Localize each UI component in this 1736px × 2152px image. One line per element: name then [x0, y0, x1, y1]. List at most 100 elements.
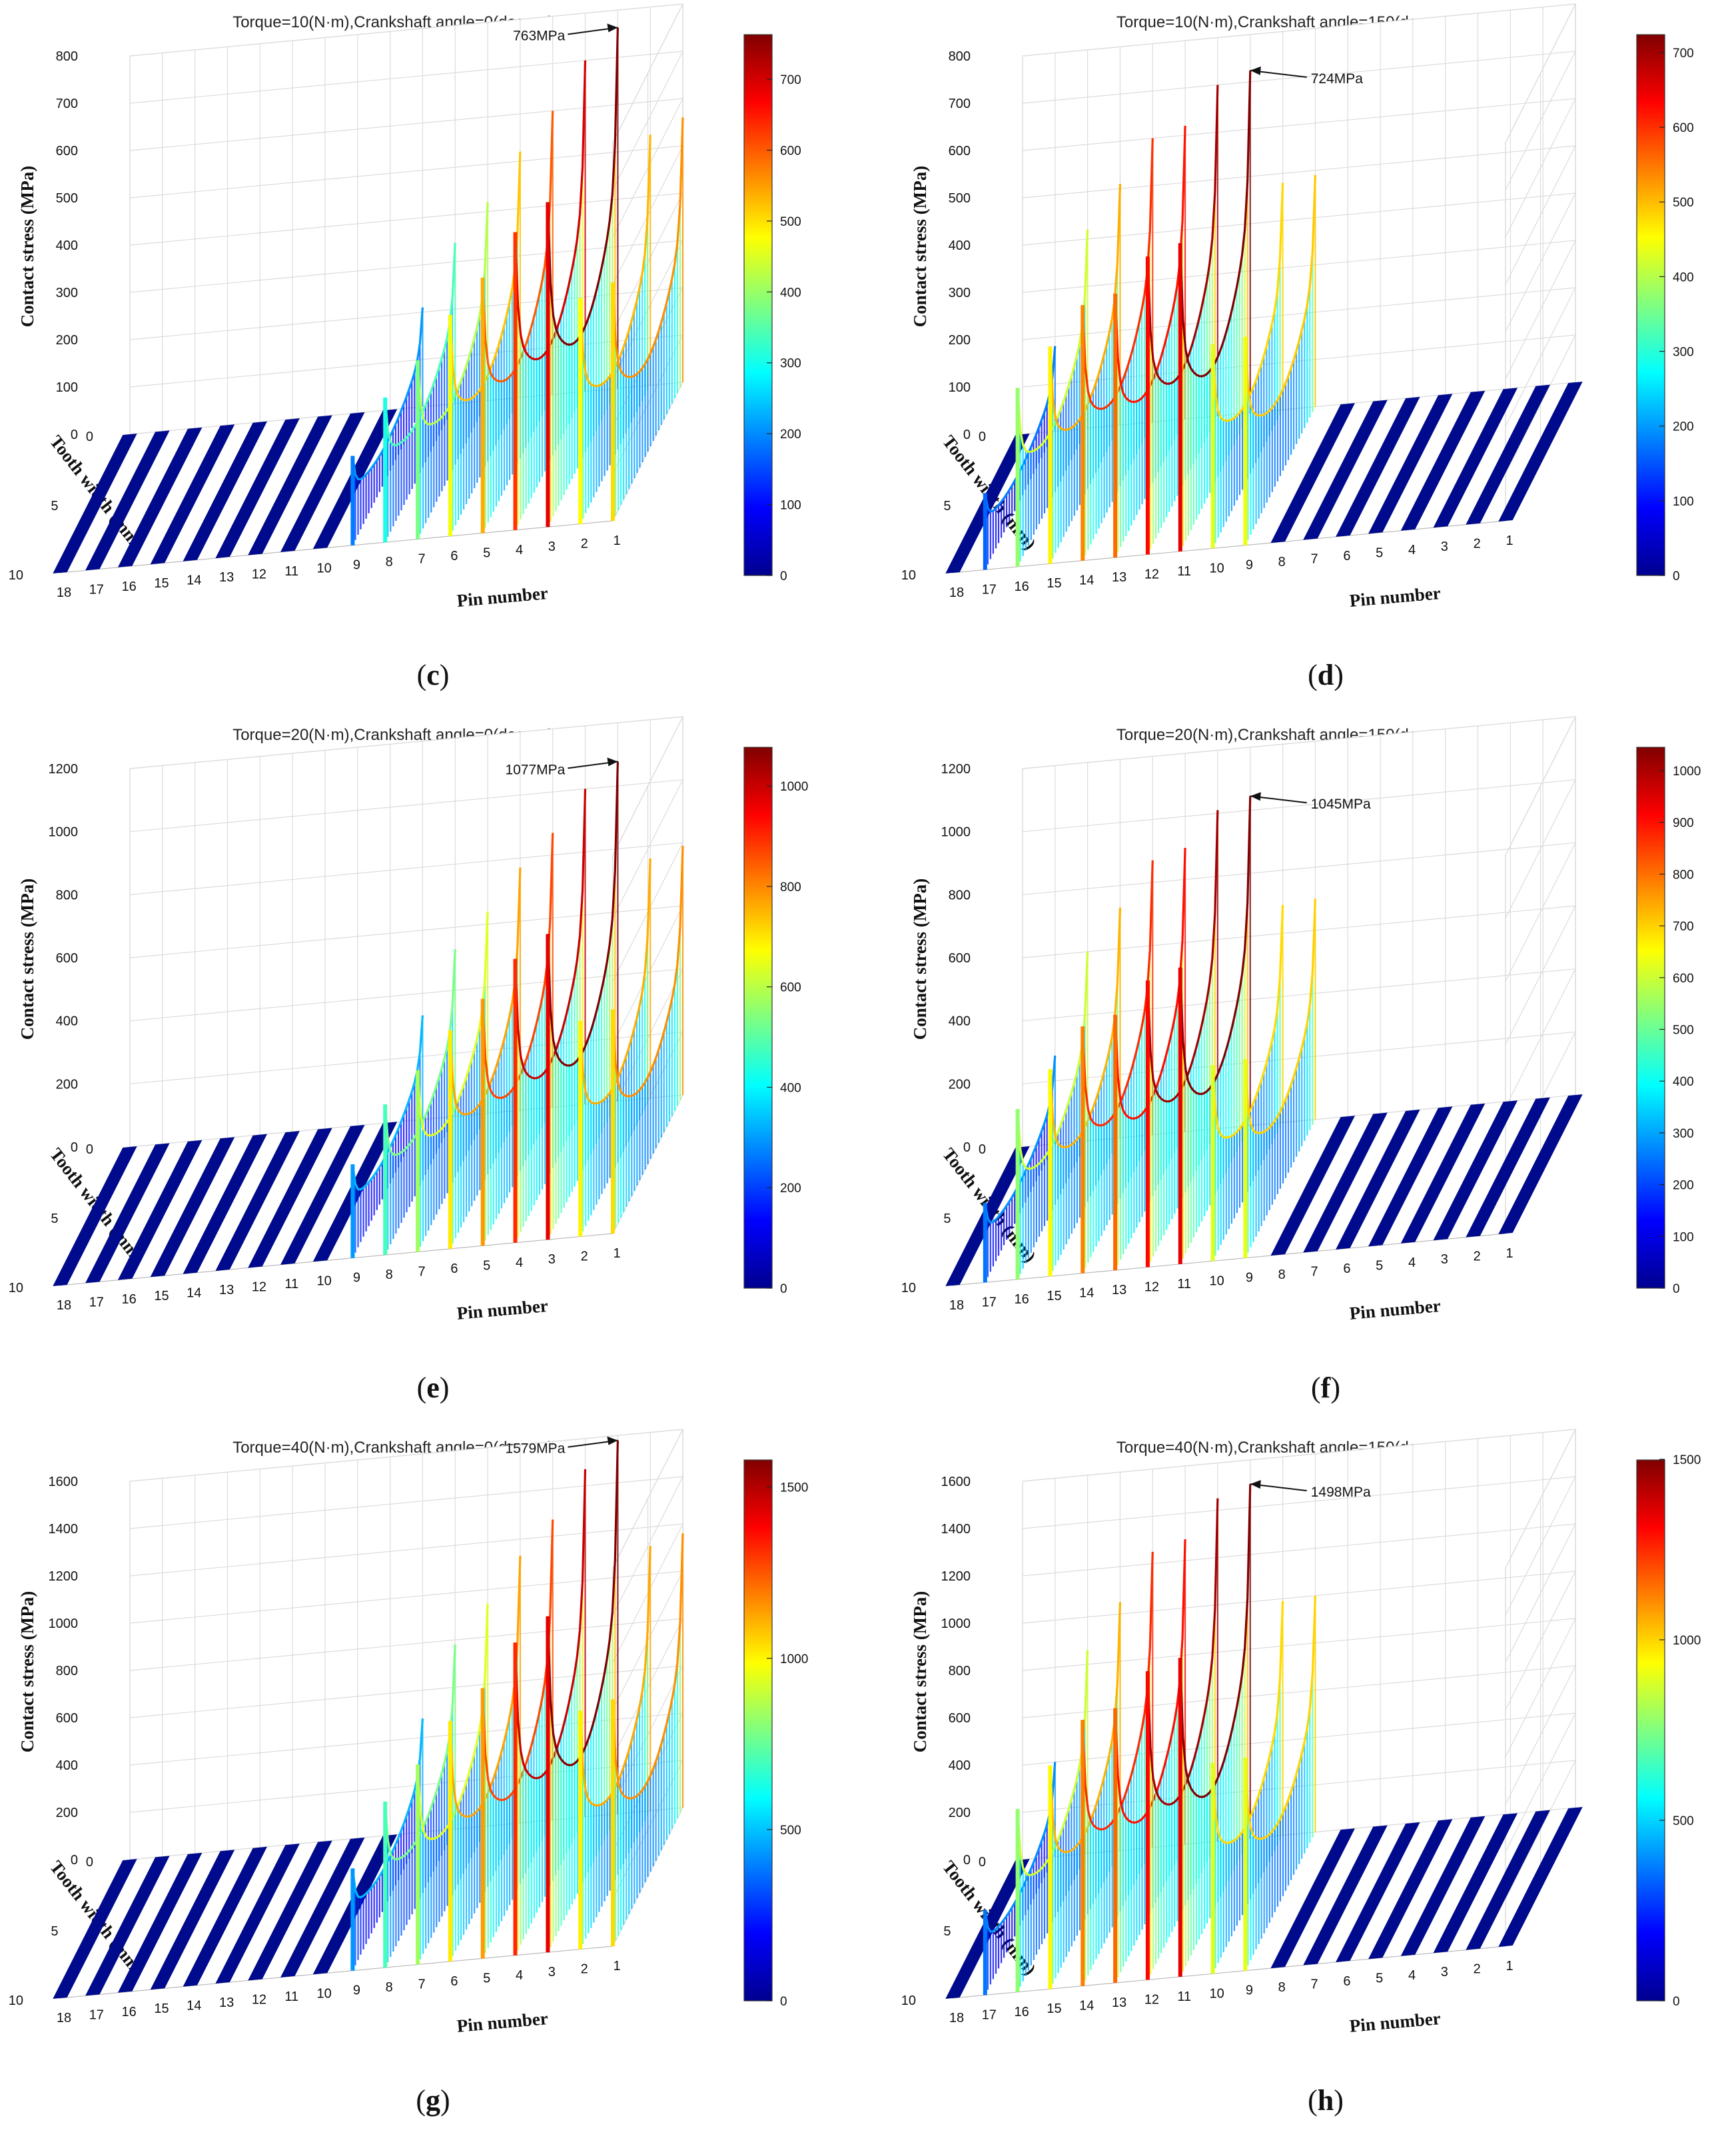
colorbar-tick-label: 600 [1673, 972, 1694, 986]
unloaded-pin-strip [117, 427, 203, 567]
x-tick-label: 7 [418, 552, 425, 567]
colorbar-tick-label: 100 [1673, 495, 1694, 509]
x-tick-label: 2 [581, 1250, 588, 1264]
caption-letter: e [426, 1371, 440, 1404]
x-tick-label: 9 [1246, 1271, 1253, 1285]
x-axis-label: Pin number [1349, 2008, 1442, 2036]
peak-annotation: 763MPa [513, 28, 566, 43]
x-tick-label: 6 [450, 1974, 458, 1989]
panel-caption: (c) [417, 659, 450, 691]
x-tick-label: 17 [89, 582, 104, 597]
y-tick-label: 10 [901, 568, 916, 583]
caption-close-paren: ) [1334, 659, 1344, 691]
unloaded-pin-strip [183, 421, 267, 561]
z-tick-label: 1200 [941, 762, 971, 777]
x-tick-label: 17 [982, 582, 997, 597]
caption-close-paren: ) [1334, 2084, 1344, 2117]
y-tick-label: 5 [51, 1924, 58, 1939]
annotation-arrow-head [1250, 792, 1261, 801]
panel-caption: (d) [1308, 659, 1344, 691]
caption-open-paren: ( [417, 659, 427, 691]
caption-letter: h [1318, 2084, 1334, 2117]
stress-envelope [612, 117, 684, 378]
z-tick-label: 1400 [49, 1522, 79, 1537]
x-tick-label: 18 [57, 2011, 71, 2025]
x-tick-label: 10 [1209, 1986, 1224, 2001]
colorbar-tick-label: 700 [780, 73, 801, 87]
colorbar [1636, 747, 1665, 1289]
colorbar [743, 34, 773, 576]
x-tick-label: 5 [483, 1971, 490, 1985]
annotation-arrow-head [607, 757, 618, 767]
x-tick-label: 3 [1441, 539, 1448, 554]
z-axis-label: Contact stress (MPa) [910, 879, 930, 1040]
unloaded-pin-strip [183, 1134, 267, 1274]
x-tick-label: 17 [982, 2007, 997, 2022]
stress-curtain-pin-3 [546, 27, 619, 528]
x-tick-label: 2 [1474, 1250, 1481, 1264]
z-tick-label: 1600 [941, 1475, 971, 1489]
x-tick-label: 18 [57, 1298, 71, 1313]
colorbar-tick-label: 0 [1673, 1995, 1680, 2009]
x-tick-label: 10 [316, 1986, 331, 2001]
x-tick-label: 9 [1246, 558, 1253, 573]
z-tick-label: 0 [71, 428, 78, 442]
colorbar-tick-label: 500 [1673, 1814, 1694, 1828]
x-tick-label: 11 [1177, 1989, 1191, 2004]
z-tick-label: 300 [949, 286, 971, 300]
y-tick-label: 5 [943, 1212, 951, 1226]
peak-annotation: 1498MPa [1311, 1485, 1371, 1500]
x-tick-label: 12 [252, 1992, 266, 2007]
x-tick-label: 18 [949, 585, 964, 600]
x-tick-label: 1 [613, 534, 620, 548]
z-tick-label: 100 [56, 380, 78, 395]
z-tick-label: 700 [56, 97, 78, 111]
x-tick-label: 11 [284, 564, 298, 579]
x-tick-label: 17 [89, 1295, 104, 1309]
unloaded-pin-strip [1336, 1109, 1420, 1250]
x-tick-label: 8 [386, 555, 393, 569]
x-tick-label: 18 [57, 585, 71, 600]
stress-curtain-pin-2 [578, 135, 651, 524]
x-tick-label: 7 [418, 1265, 425, 1279]
x-tick-label: 9 [353, 558, 360, 573]
x-tick-label: 17 [982, 1295, 997, 1309]
unloaded-pin-strip [1433, 388, 1518, 528]
x-tick-label: 16 [1015, 2005, 1029, 2019]
z-tick-label: 800 [949, 49, 971, 64]
z-axis-label: Contact stress (MPa) [17, 166, 37, 327]
unloaded-pin-strip [1303, 400, 1388, 540]
caption-close-paren: ) [1330, 1371, 1340, 1404]
colorbar-tick-label: 0 [1673, 1282, 1680, 1296]
stress-envelope [612, 846, 684, 1098]
unloaded-pin-strip [1498, 1094, 1583, 1234]
x-tick-label: 13 [219, 570, 234, 585]
z-tick-label: 700 [949, 97, 971, 111]
colorbar-tick-label: 0 [780, 1282, 787, 1296]
colorbar-tick-label: 1000 [780, 1652, 808, 1666]
unloaded-pin-strip [1368, 1819, 1453, 1960]
x-tick-label: 13 [1112, 1283, 1126, 1297]
z-tick-label: 800 [949, 1664, 971, 1678]
unloaded-pin-strip [53, 1859, 137, 1999]
x-tick-label: 13 [219, 1283, 234, 1297]
caption-open-paren: ( [1308, 2084, 1318, 2117]
x-tick-label: 4 [516, 1255, 523, 1270]
caption-open-paren: ( [416, 2084, 426, 2117]
z-tick-label: 400 [949, 238, 971, 253]
caption-open-paren: ( [1311, 1371, 1321, 1404]
unloaded-pin-strip [117, 1852, 203, 1993]
z-tick-label: 100 [949, 380, 971, 395]
colorbar-tick-label: 1500 [780, 1481, 808, 1495]
x-tick-label: 5 [1376, 1258, 1383, 1273]
panel-caption: (g) [416, 2084, 450, 2117]
z-tick-label: 0 [71, 1853, 78, 1868]
x-tick-label: 8 [386, 1980, 393, 1995]
y-tick-label: 5 [943, 499, 951, 514]
panel-caption: (e) [417, 1371, 450, 1404]
y-tick-label: 10 [901, 1281, 916, 1295]
z-tick-label: 500 [56, 191, 78, 206]
unloaded-pin-strip [1466, 1810, 1550, 1950]
x-tick-label: 5 [483, 1258, 490, 1273]
